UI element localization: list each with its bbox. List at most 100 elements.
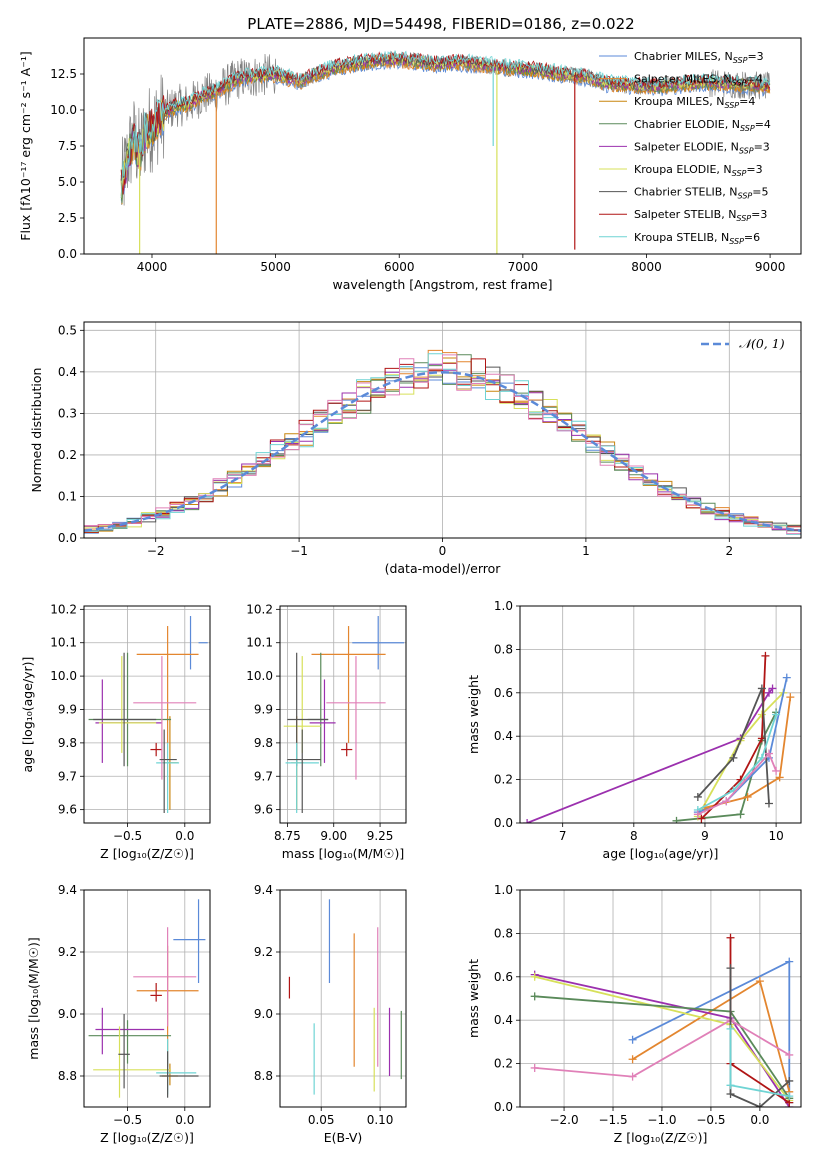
y-tick-label: 10.1 bbox=[246, 636, 273, 650]
data-point-salpeter-stelib bbox=[341, 742, 353, 757]
y-axis-label: mass [log₁₀(M/M☉)] bbox=[26, 937, 41, 1059]
series-marker bbox=[761, 651, 770, 660]
series-marker bbox=[782, 673, 791, 682]
plot-area bbox=[283, 616, 405, 813]
series-marker bbox=[726, 1081, 735, 1090]
y-tick-label: 0.4 bbox=[494, 1013, 513, 1027]
legend-entry: Kroupa ELODIE, NSSP=3 bbox=[634, 163, 763, 178]
series-marker bbox=[757, 710, 766, 719]
y-tick-label: 5.0 bbox=[58, 175, 77, 189]
series-marker bbox=[523, 819, 532, 823]
x-tick-label: 2 bbox=[725, 544, 733, 558]
y-tick-label: 0.2 bbox=[494, 773, 513, 787]
plot-area bbox=[88, 616, 208, 813]
series-line bbox=[676, 711, 777, 822]
legend-entry: Chabrier ELODIE, NSSP=4 bbox=[634, 118, 771, 133]
series-line bbox=[697, 714, 777, 811]
data-point-chabrier-stelib bbox=[93, 652, 157, 767]
data-point-chabrier-stelib bbox=[159, 1051, 199, 1098]
series-marker bbox=[764, 688, 773, 697]
y-tick-label: 0.6 bbox=[494, 686, 513, 700]
panel-massweight_vs_age: 7 8 9 10 0.0 0.2 0.4 0.6 0.8 1.0 age [log₁₀(age/yr… bbox=[466, 599, 802, 861]
x-tick-label: 7000 bbox=[508, 260, 539, 274]
x-tick-label: 9 bbox=[701, 829, 709, 843]
x-tick-label: 9000 bbox=[755, 260, 786, 274]
y-tick-label: 0.0 bbox=[58, 247, 77, 261]
y-tick-label: 8.8 bbox=[254, 1069, 273, 1083]
x-axis-label: age [log₁₀(age/yr)] bbox=[603, 846, 719, 861]
legend-entry: Kroupa MILES, NSSP=4 bbox=[634, 95, 755, 110]
series-marker bbox=[785, 1092, 794, 1101]
model-spectrum-salpeter-stelib bbox=[120, 50, 771, 195]
series-line bbox=[697, 692, 784, 817]
y-tick-label: 2.5 bbox=[58, 211, 77, 225]
axes-frame bbox=[279, 889, 407, 1108]
data-point-chabrier-miles bbox=[352, 616, 405, 670]
series-salpeter-elodie bbox=[523, 684, 777, 823]
y-tick-label: 1.0 bbox=[494, 599, 513, 613]
x-axis-label: Z [log₁₀(Z/Z☉)] bbox=[100, 846, 194, 861]
x-tick-label: −2 bbox=[147, 544, 165, 558]
series-marker bbox=[628, 1072, 637, 1081]
y-tick-label: 0.4 bbox=[494, 729, 513, 743]
x-tick-label: 8000 bbox=[631, 260, 662, 274]
series-marker bbox=[785, 1050, 794, 1059]
y-tick-label: 10.0 bbox=[50, 103, 77, 117]
y-tick-label: 9.7 bbox=[254, 769, 273, 783]
y-tick-label: 0.0 bbox=[494, 816, 513, 830]
series-marker bbox=[693, 792, 702, 801]
series-marker bbox=[736, 810, 745, 819]
x-tick-label: 10 bbox=[768, 829, 783, 843]
plot-area bbox=[120, 50, 771, 254]
y-tick-label: 9.0 bbox=[254, 1007, 273, 1021]
gaussian-curve bbox=[84, 371, 801, 532]
data-point-kroupa-elodie bbox=[93, 1026, 172, 1098]
axes-frame bbox=[83, 37, 802, 255]
y-tick-label: 0.8 bbox=[494, 926, 513, 940]
panel-spectrum: 4000 5000 6000 7000 8000 9000 0.0 2.5 5.0 7.5 10.0… bbox=[18, 37, 802, 292]
plot-area bbox=[84, 349, 801, 535]
x-axis-label: (data-model)/error bbox=[385, 561, 502, 576]
series-marker bbox=[729, 753, 738, 762]
x-tick-label: 1 bbox=[582, 544, 590, 558]
x-tick-label: 9.00 bbox=[320, 829, 347, 843]
series-marker bbox=[743, 792, 752, 801]
data-point-chabrier-miles bbox=[189, 616, 208, 670]
y-tick-label: 9.9 bbox=[254, 702, 273, 716]
y-tick-label: 0.8 bbox=[494, 642, 513, 656]
y-tick-label: 0.1 bbox=[58, 489, 77, 503]
y-tick-label: 9.0 bbox=[58, 1007, 77, 1021]
y-tick-label: 0.4 bbox=[58, 365, 77, 379]
plot-area bbox=[288, 899, 402, 1095]
model-spectrum-kroupa-elodie bbox=[120, 53, 771, 193]
y-tick-label: 9.7 bbox=[58, 769, 77, 783]
y-tick-label: 9.4 bbox=[58, 883, 77, 897]
series-marker bbox=[722, 797, 731, 806]
axes-frame bbox=[279, 605, 407, 824]
legend-entry: Salpeter MILES, NSSP=4 bbox=[634, 73, 763, 88]
series-kroupa-stelib bbox=[693, 710, 781, 814]
x-tick-label: 5000 bbox=[260, 260, 291, 274]
series-marker bbox=[785, 957, 794, 966]
x-axis-label: mass [log₁₀(M/M☉)] bbox=[282, 846, 404, 861]
series-marker bbox=[755, 977, 764, 986]
series-kroupa-stelib bbox=[726, 1024, 794, 1101]
y-tick-label: 8.8 bbox=[58, 1069, 77, 1083]
data-point-kroupa-stelib bbox=[156, 1038, 197, 1095]
x-tick-label: 0.0 bbox=[750, 1113, 769, 1127]
y-tick-label: 0.2 bbox=[494, 1057, 513, 1071]
y-axis-label: Flux [fλ10⁻¹⁷ erg cm⁻² s⁻¹ A⁻¹] bbox=[18, 51, 33, 240]
x-axis-label: Z [log₁₀(Z/Z☉)] bbox=[100, 1130, 194, 1145]
x-tick-label: 0.0 bbox=[175, 1113, 194, 1127]
legend-entry: Chabrier STELIB, NSSP=5 bbox=[634, 186, 768, 201]
series-marker bbox=[768, 684, 777, 693]
histogram-salpeter-miles bbox=[84, 349, 801, 532]
series-marker bbox=[628, 1035, 637, 1044]
legend-entry: Chabrier MILES, NSSP=3 bbox=[634, 50, 764, 65]
data-point-hist_extra bbox=[133, 927, 197, 1027]
y-tick-label: 9.9 bbox=[58, 702, 77, 716]
panel-mass_vs_Z: −0.5 0.0 8.8 9.0 9.2 9.4 Z [log₁₀(Z/Z☉)] mass [… bbox=[26, 883, 211, 1145]
data-point-kroupa-miles bbox=[161, 1063, 178, 1086]
y-tick-label: 9.6 bbox=[58, 803, 77, 817]
series-marker bbox=[693, 810, 702, 819]
